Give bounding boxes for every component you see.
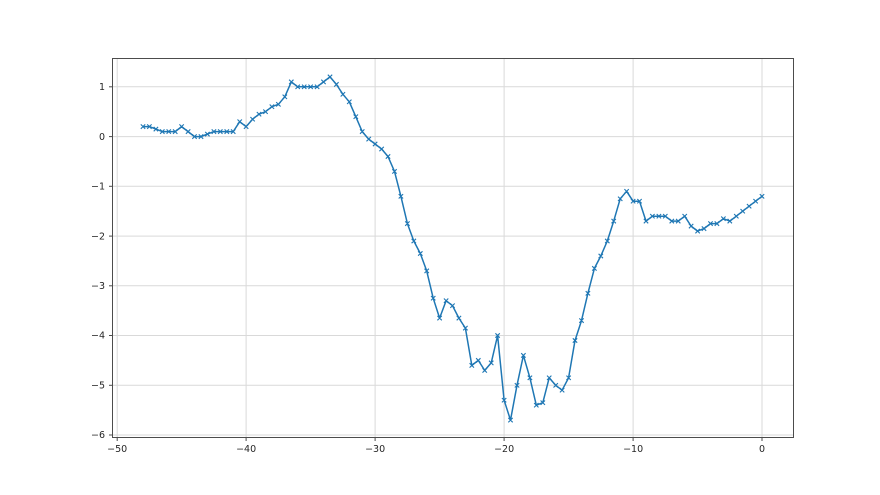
data-markers	[140, 74, 765, 423]
data-line	[142, 76, 763, 421]
x-tick-label: −10	[623, 444, 643, 455]
x-tick-label: −30	[365, 444, 385, 455]
y-tick-label: 1	[99, 82, 105, 93]
y-tick-label: −2	[91, 231, 105, 242]
x-tick-label: −40	[236, 444, 256, 455]
y-tick-label: −3	[91, 281, 105, 292]
y-tick-label: 0	[99, 132, 105, 143]
y-tick-label: −1	[91, 182, 105, 193]
plot-border	[112, 58, 794, 438]
x-tick-label: −50	[107, 444, 127, 455]
y-tick-label: −6	[91, 430, 105, 441]
x-tick-label: 0	[759, 444, 765, 455]
y-tick-label: −4	[91, 331, 105, 342]
x-tick-label: −20	[494, 444, 514, 455]
y-tick-label: −5	[91, 381, 105, 392]
